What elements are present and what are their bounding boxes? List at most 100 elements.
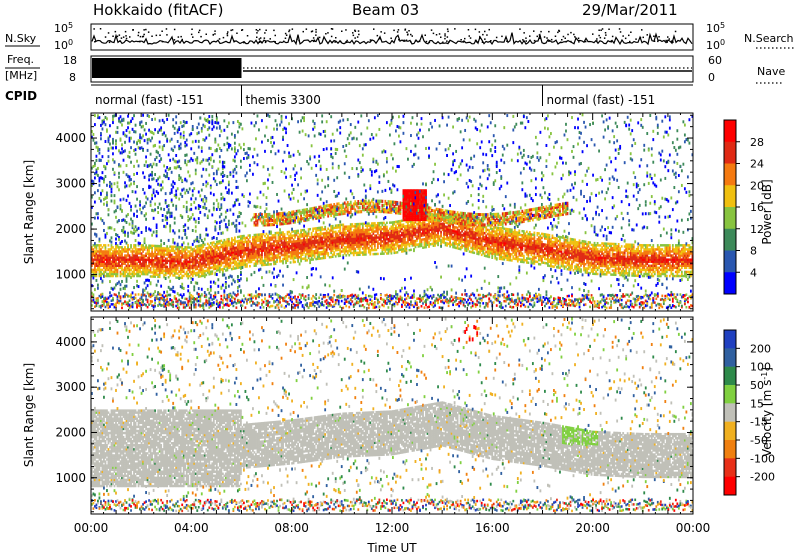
power-cell: [174, 295, 176, 298]
power-cell: [219, 304, 221, 307]
nsearch-dot: [340, 41, 342, 43]
power-cell: [299, 153, 301, 156]
power-cell: [190, 208, 192, 211]
power-cell: [317, 194, 319, 197]
power-cell: [360, 114, 362, 117]
power-cell: [223, 143, 225, 146]
power-cell: [165, 134, 167, 137]
power-cell: [177, 187, 179, 190]
power-cell: [333, 190, 335, 193]
power-cell: [136, 185, 138, 188]
power-cell: [175, 154, 177, 157]
power-cell: [345, 305, 347, 308]
power-cell: [293, 154, 295, 157]
power-cell: [147, 306, 149, 309]
power-cell: [232, 305, 234, 308]
power-cell: [129, 156, 131, 159]
power-cell: [123, 171, 125, 174]
power-cell: [202, 200, 204, 203]
power-cell: [266, 126, 268, 129]
power-cell: [351, 213, 353, 216]
power-cell: [220, 130, 222, 133]
nsearch-dot: [257, 30, 259, 32]
power-cell: [211, 122, 213, 125]
power-cell: [156, 156, 158, 159]
power-cell: [232, 213, 234, 216]
power-cell: [120, 164, 122, 167]
power-cell: [267, 139, 269, 142]
nsearch-dot: [373, 28, 375, 30]
power-cell: [344, 268, 346, 271]
power-cell: [186, 139, 188, 142]
power-cell: [178, 236, 180, 239]
nsearch-dot: [476, 41, 478, 43]
nsearch-dot: [332, 41, 334, 43]
power-cell: [198, 287, 200, 290]
power-cell: [330, 147, 332, 150]
power-cell: [183, 287, 185, 290]
nsearch-dot: [354, 37, 356, 39]
power-cell: [275, 152, 277, 155]
power-cell: [311, 144, 313, 147]
power-cell: [291, 184, 293, 187]
power-cell: [183, 205, 185, 208]
power-cell: [222, 299, 224, 302]
power-cell: [208, 163, 210, 166]
power-cell: [327, 252, 329, 254]
power-cell: [118, 219, 120, 222]
nsearch-dot: [200, 36, 202, 38]
power-cell: [151, 197, 153, 200]
power-cell: [136, 280, 138, 283]
power-cell: [118, 172, 120, 175]
nsearch-dot: [468, 29, 470, 31]
power-cell: [144, 164, 146, 167]
power-cell: [276, 124, 278, 127]
power-cell: [211, 153, 213, 156]
power-cell: [255, 137, 257, 140]
nsearch-dot: [355, 31, 357, 33]
nsearch-dot: [112, 36, 114, 38]
power-cell: [332, 156, 334, 159]
nsearch-dot: [286, 35, 288, 37]
nsearch-dot: [578, 41, 580, 43]
power-cell: [153, 217, 155, 220]
nsearch-dot: [289, 29, 291, 31]
power-cell: [123, 226, 125, 229]
nsearch-dot: [546, 37, 548, 39]
nsearch-dot: [598, 35, 600, 37]
power-cell: [117, 206, 119, 209]
power-cell: [332, 298, 334, 301]
power-cell: [132, 306, 134, 309]
power-cell: [172, 118, 174, 121]
power-cell: [205, 228, 207, 231]
power-cell: [234, 168, 236, 171]
power-cell: [336, 148, 338, 151]
nsearch-dot: [236, 33, 238, 35]
nsearch-dot: [327, 32, 329, 34]
nsearch-dot: [612, 36, 614, 38]
power-cell: [228, 188, 230, 191]
power-cell: [127, 244, 129, 246]
power-cell: [100, 137, 102, 140]
power-cell: [94, 191, 96, 194]
power-cell: [150, 153, 152, 156]
nsearch-dot: [315, 29, 317, 31]
power-cell: [350, 201, 352, 204]
power-cell: [288, 151, 290, 154]
power-cell: [129, 202, 131, 205]
power-cell: [240, 212, 242, 215]
nsearch-dot: [121, 37, 123, 39]
power-cell: [133, 165, 135, 168]
power-cell: [190, 132, 192, 135]
power-cell: [285, 116, 287, 119]
power-cell: [190, 216, 192, 219]
power-cell: [285, 168, 287, 171]
power-cell: [180, 121, 182, 124]
power-cell: [180, 147, 182, 150]
power-cell: [269, 115, 271, 118]
power-cell: [121, 307, 123, 310]
power-cell: [276, 225, 278, 228]
nsearch-dot: [129, 36, 131, 38]
power-cell: [127, 115, 129, 118]
power-cell: [216, 273, 218, 276]
